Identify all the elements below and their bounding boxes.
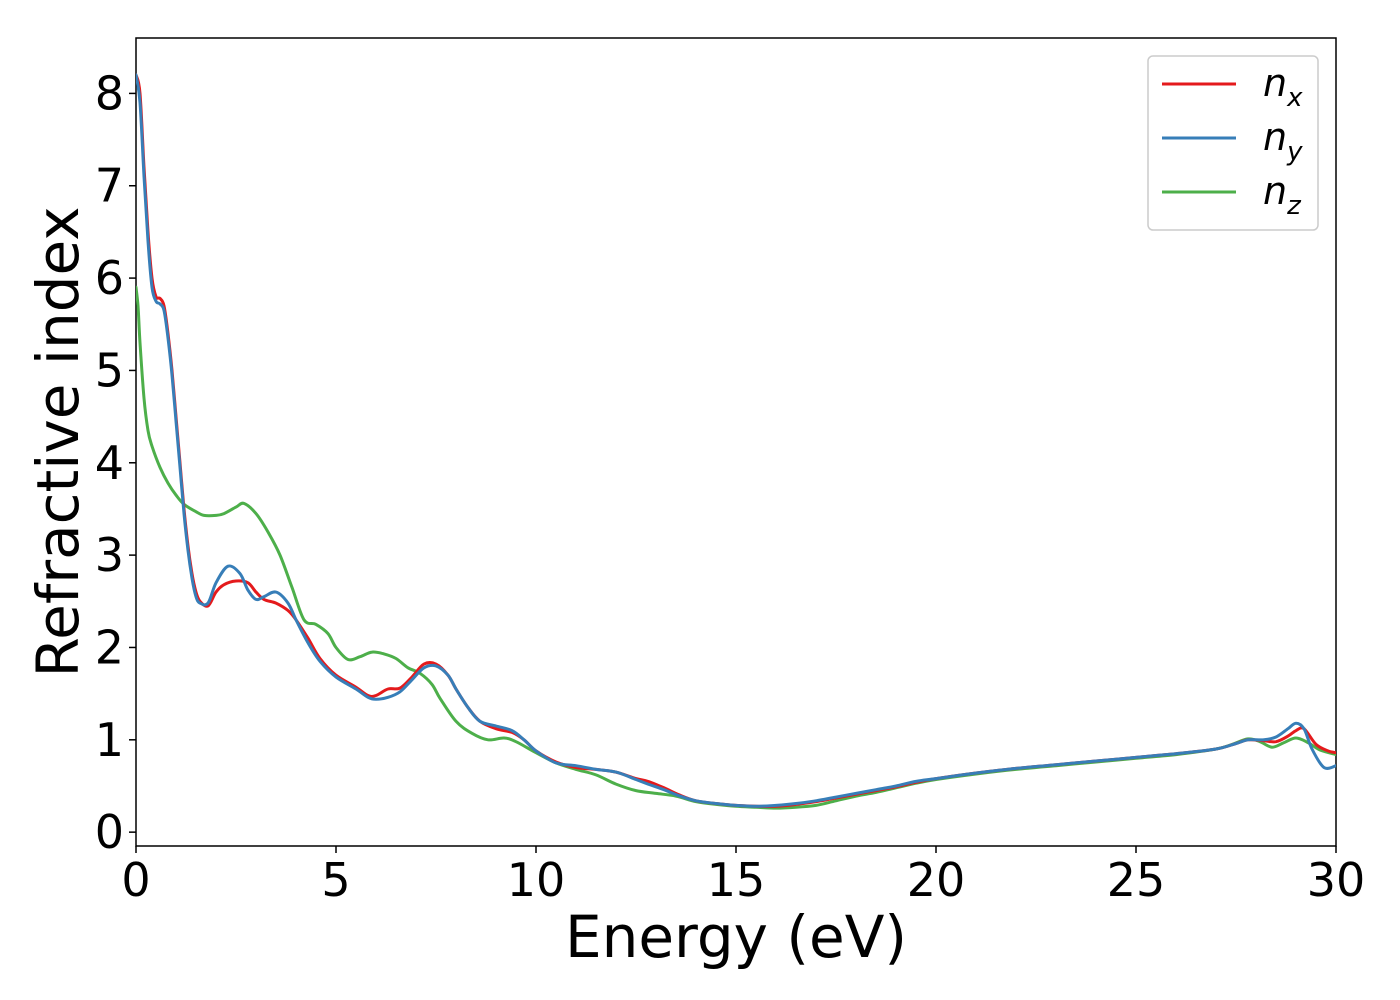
x-tick-label: 10 — [507, 853, 566, 907]
x-tick-label: 25 — [1107, 853, 1166, 907]
legend-label-nx: nx — [1263, 61, 1303, 113]
y-tick-label: 7 — [95, 159, 124, 213]
legend-box — [1147, 55, 1319, 231]
series-line-ny — [136, 73, 1336, 808]
x-tick-label: 20 — [907, 853, 966, 907]
x-tick-label: 5 — [321, 853, 350, 907]
legend-label-nz: nz — [1263, 169, 1302, 221]
y-tick-label: 8 — [95, 66, 124, 120]
x-axis-ticks: 0 5 10 15 20 25 30 — [121, 846, 1365, 907]
y-tick-label: 0 — [95, 805, 124, 859]
y-tick-label: 4 — [95, 436, 124, 490]
y-axis-title: Refractive index — [24, 206, 92, 677]
x-axis-title: Energy (eV) — [565, 903, 907, 971]
y-tick-label: 5 — [95, 343, 124, 397]
x-tick-label: 0 — [121, 853, 150, 907]
y-tick-label: 1 — [95, 713, 124, 767]
y-axis-ticks: 0 1 2 3 4 5 6 7 8 — [95, 66, 136, 859]
y-tick-label: 3 — [95, 528, 124, 582]
series-layer — [136, 73, 1336, 810]
x-tick-label: 30 — [1307, 853, 1366, 907]
series-line-nz — [136, 285, 1336, 810]
legend-label-ny: ny — [1263, 115, 1303, 167]
y-tick-label: 2 — [95, 620, 124, 674]
x-tick-label: 15 — [707, 853, 766, 907]
y-tick-label: 6 — [95, 251, 124, 305]
